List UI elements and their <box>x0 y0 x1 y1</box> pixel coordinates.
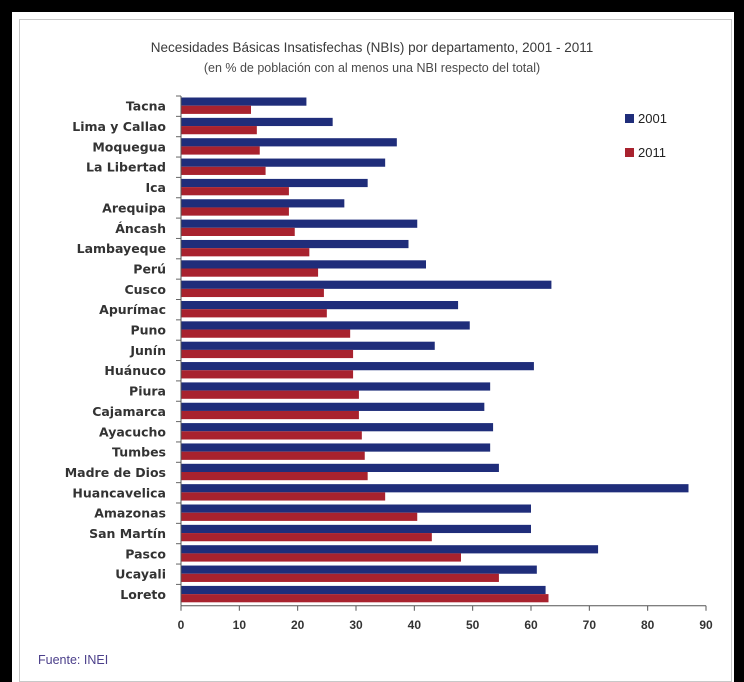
bar-2001 <box>181 504 531 513</box>
bar-2011 <box>181 227 295 236</box>
bar-2011 <box>181 207 289 216</box>
x-tick-label: 0 <box>178 618 185 632</box>
bar-2011 <box>181 187 289 196</box>
category-label: Cajamarca <box>92 404 166 419</box>
category-label: Cusco <box>124 282 166 297</box>
legend-label-2011: 2011 <box>638 145 666 160</box>
category-label: Lima y Callao <box>72 119 166 134</box>
category-label: Apurímac <box>99 302 166 317</box>
category-label: Pasco <box>125 546 166 561</box>
bar-2001 <box>181 362 534 371</box>
chart-subtitle: (en % de población con al menos una NBI … <box>203 61 541 75</box>
bar-2011 <box>181 472 368 481</box>
bar-2001 <box>181 341 435 350</box>
category-label: Tacna <box>126 99 166 114</box>
category-label: La Libertad <box>86 160 166 175</box>
bar-2011 <box>181 309 327 318</box>
bar-2011 <box>181 512 418 521</box>
x-tick-label: 80 <box>641 618 655 632</box>
bar-2001 <box>181 443 491 452</box>
bar-2011 <box>181 431 362 440</box>
bar-2001 <box>181 402 485 411</box>
x-tick-label: 50 <box>466 618 480 632</box>
bar-2001 <box>181 158 386 167</box>
bar-2011 <box>181 553 461 562</box>
bar-2011 <box>181 105 251 114</box>
bar-2001 <box>181 382 491 391</box>
legend-swatch-2001 <box>625 114 634 123</box>
bar-2001 <box>181 219 418 228</box>
bar-2011 <box>181 390 359 399</box>
bar-2001 <box>181 178 368 188</box>
x-tick-label: 30 <box>349 618 363 632</box>
bar-2011 <box>181 451 365 460</box>
bar-2001 <box>181 301 459 310</box>
category-label: Puno <box>130 323 166 338</box>
bar-2011 <box>181 492 386 501</box>
legend-swatch-2011 <box>625 148 634 157</box>
x-tick-label: 70 <box>583 618 597 632</box>
bar-2011 <box>181 573 499 582</box>
bar-2001 <box>181 585 546 595</box>
category-label: Moquegua <box>92 139 166 154</box>
bar-2001 <box>181 138 397 147</box>
x-tick-label: 90 <box>699 618 713 632</box>
category-label: Perú <box>133 261 166 276</box>
bar-2011 <box>181 329 351 338</box>
category-label: Madre de Dios <box>65 465 166 480</box>
x-tick-label: 20 <box>291 618 305 632</box>
bar-2011 <box>181 370 354 379</box>
bar-2001 <box>181 545 599 554</box>
legend-label-2001: 2001 <box>638 111 667 126</box>
bar-2011 <box>181 248 310 257</box>
bar-2001 <box>181 117 333 127</box>
category-label: Amazonas <box>94 506 166 521</box>
bar-2011 <box>181 288 324 298</box>
bar-2001 <box>181 239 409 249</box>
category-label: Junín <box>129 343 166 358</box>
category-label: Ayacucho <box>99 424 166 439</box>
bar-2001 <box>181 280 552 289</box>
bar-2001 <box>181 199 345 208</box>
category-label: Lambayeque <box>77 241 166 256</box>
bar-2001 <box>181 321 470 330</box>
category-label: Huánuco <box>104 363 166 378</box>
x-tick-label: 40 <box>408 618 422 632</box>
category-label: Loreto <box>120 587 166 602</box>
bar-2001 <box>181 565 537 574</box>
category-label: Áncash <box>115 221 166 236</box>
source-note: Fuente: INEI <box>38 653 109 667</box>
bar-2011 <box>181 166 266 175</box>
bar-2001 <box>181 524 531 534</box>
category-label: Tumbes <box>112 445 166 460</box>
bar-2001 <box>181 484 689 493</box>
bar-2011 <box>181 146 260 155</box>
bar-2001 <box>181 97 307 106</box>
bar-2011 <box>181 594 549 603</box>
x-tick-label: 60 <box>524 618 538 632</box>
category-label: Ucayali <box>115 567 166 582</box>
bar-2001 <box>181 463 499 472</box>
bar-2001 <box>181 260 426 269</box>
category-label: Piura <box>129 384 166 399</box>
category-label: Huancavelica <box>72 485 166 500</box>
bar-2001 <box>181 423 494 432</box>
bar-2011 <box>181 349 354 359</box>
bar-2011 <box>181 268 319 277</box>
category-label: San Martín <box>89 526 166 541</box>
bar-2011 <box>181 126 257 135</box>
category-label: Ica <box>146 180 167 195</box>
x-tick-label: 10 <box>233 618 247 632</box>
category-label: Arequipa <box>102 200 166 215</box>
chart-title: Necesidades Básicas Insatisfechas (NBIs)… <box>150 40 594 55</box>
bar-2011 <box>181 410 359 420</box>
bar-2011 <box>181 533 432 542</box>
